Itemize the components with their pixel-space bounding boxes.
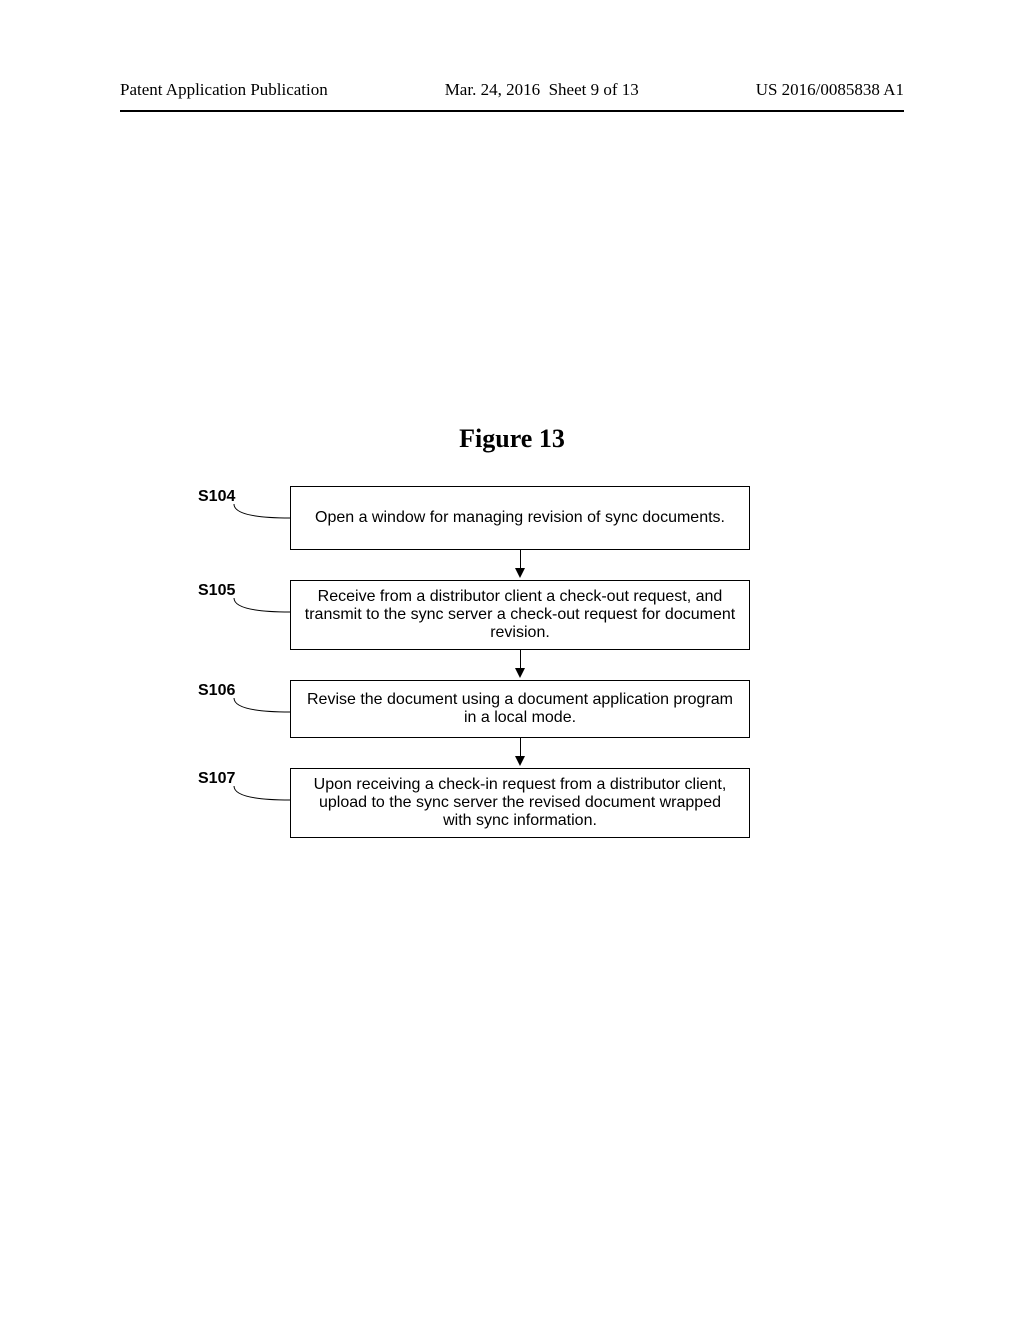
flow-step-leader bbox=[234, 504, 290, 527]
flow-step-leader bbox=[234, 786, 290, 809]
patent-page: Patent Application Publication Mar. 24, … bbox=[0, 0, 1024, 1320]
flow-step-label: S104 bbox=[198, 488, 235, 506]
flow-step-box: Open a window for managing revision of s… bbox=[290, 486, 750, 550]
header-right: US 2016/0085838 A1 bbox=[756, 80, 904, 100]
page-header: Patent Application Publication Mar. 24, … bbox=[120, 80, 904, 112]
flow-step-label: S107 bbox=[198, 770, 235, 788]
flow-step-leader bbox=[234, 698, 290, 721]
flow-step-leader bbox=[234, 598, 290, 621]
flow-step-label: S106 bbox=[198, 682, 235, 700]
flow-step-box: Upon receiving a check-in request from a… bbox=[290, 768, 750, 838]
flow-step-box: Revise the document using a document app… bbox=[290, 680, 750, 738]
flow-step-label: S105 bbox=[198, 582, 235, 600]
figure-title: Figure 13 bbox=[0, 424, 1024, 454]
header-middle: Mar. 24, 2016 Sheet 9 of 13 bbox=[445, 80, 639, 100]
flow-step-box: Receive from a distributor client a chec… bbox=[290, 580, 750, 650]
header-left: Patent Application Publication bbox=[120, 80, 328, 100]
